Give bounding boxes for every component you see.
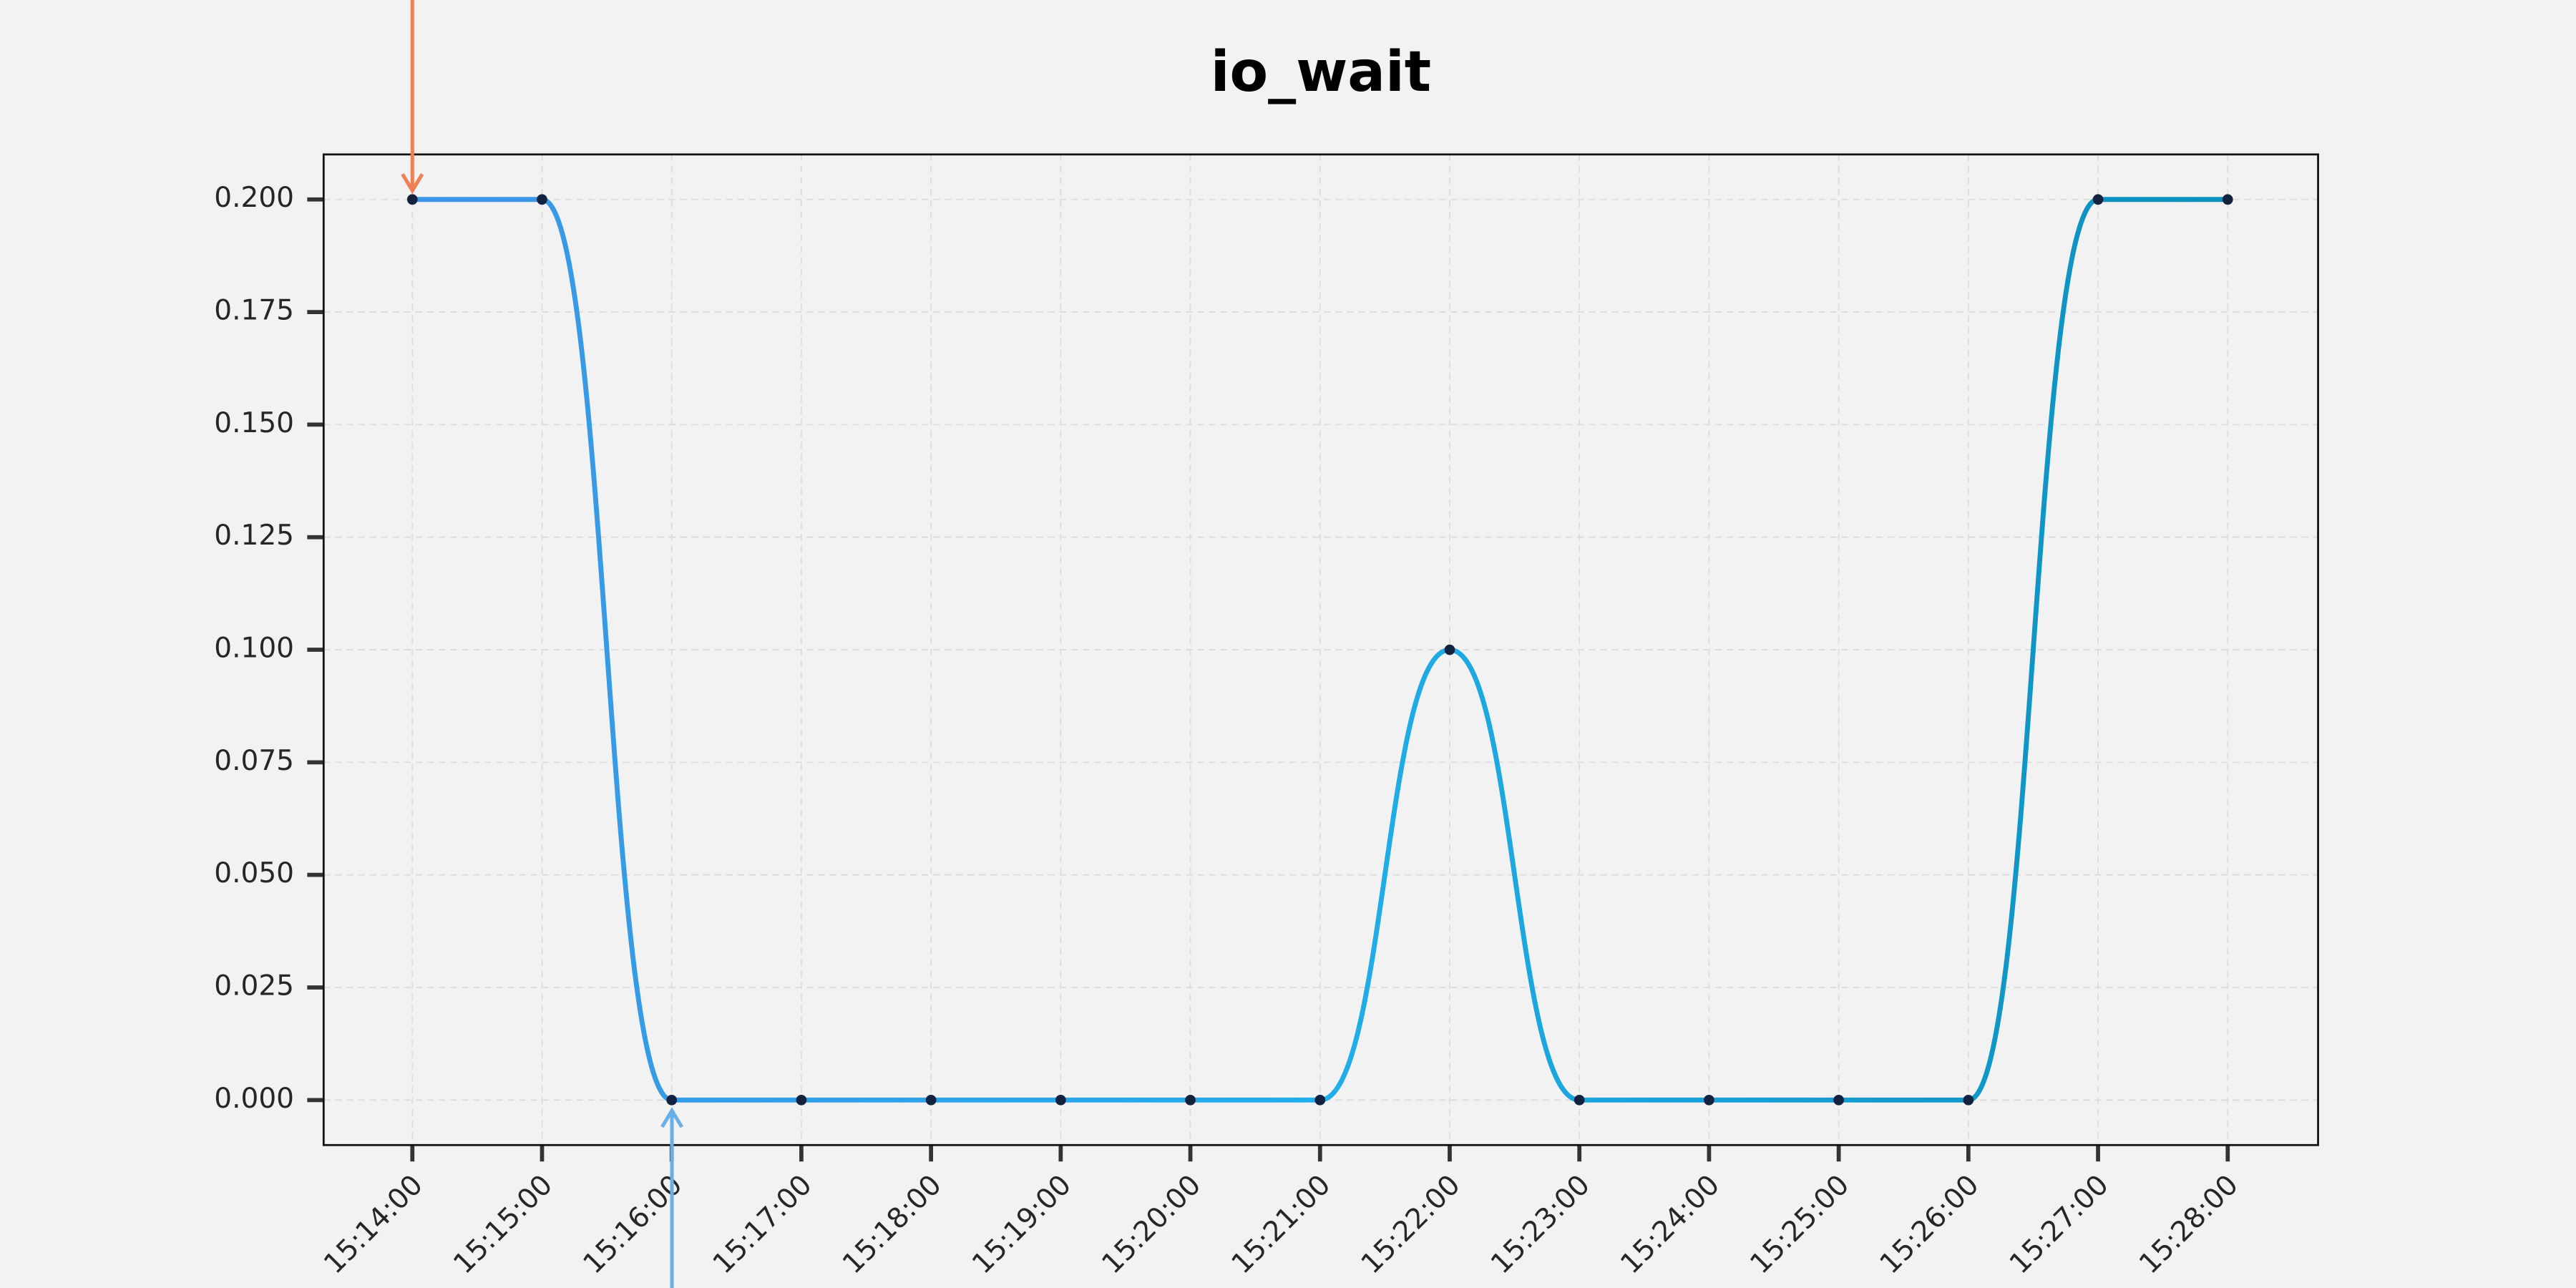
y-tick-label: 0.050 [214, 857, 294, 889]
data-point [925, 1094, 937, 1106]
annotation-arrow [401, 0, 424, 195]
data-line [412, 197, 2228, 1103]
y-tick-label: 0.150 [214, 407, 294, 439]
y-tick-label: 0.175 [214, 295, 294, 327]
y-tick-label: 0.200 [214, 182, 294, 214]
data-point [1574, 1094, 1585, 1106]
arrow-head [401, 173, 424, 195]
arrow-head [660, 1107, 683, 1128]
data-point [1963, 1094, 1974, 1106]
chart-title: io_wait [1211, 40, 1431, 104]
y-tick-label: 0.075 [214, 745, 294, 777]
data-point [2092, 194, 2104, 205]
annotation-arrow [660, 1107, 683, 1288]
y-tick-label: 0.025 [214, 970, 294, 1002]
data-point [1055, 1094, 1066, 1106]
data-point [1314, 1094, 1326, 1106]
y-tick-label: 0.100 [214, 633, 294, 665]
data-point [1833, 1094, 1844, 1106]
data-point [537, 194, 547, 205]
data-point [796, 1094, 807, 1106]
data-point [1185, 1094, 1196, 1106]
data-point [1704, 1094, 1714, 1106]
data-point [1444, 644, 1455, 655]
plot-frame [322, 153, 2319, 1146]
y-tick-label: 0.000 [214, 1083, 294, 1115]
data-point [666, 1094, 678, 1106]
y-tick-label: 0.125 [214, 519, 294, 552]
data-point [406, 194, 418, 205]
data-point [2222, 194, 2233, 205]
